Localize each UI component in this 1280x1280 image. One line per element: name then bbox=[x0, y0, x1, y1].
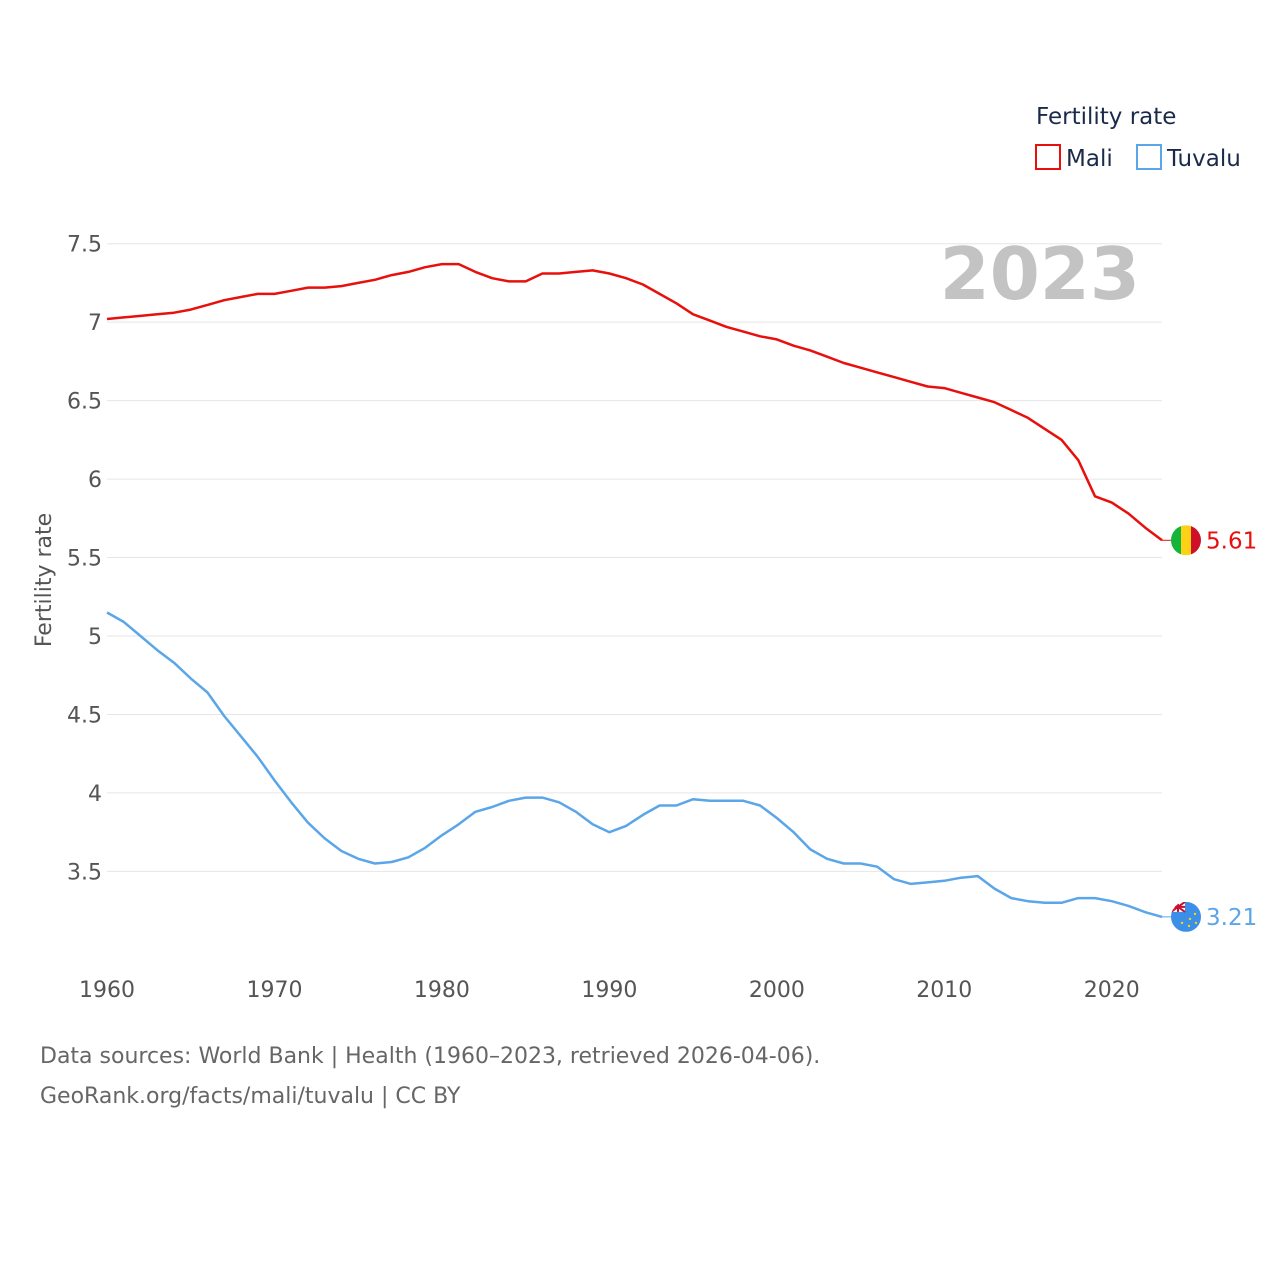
legend: Fertility rate Mali Tuvalu bbox=[1035, 104, 1241, 172]
y-tick-label: 4 bbox=[88, 782, 102, 807]
y-axis-label: Fertility rate bbox=[32, 513, 57, 647]
footer-sources: Data sources: World Bank | Health (1960–… bbox=[40, 1044, 821, 1069]
legend-label-tuvalu[interactable]: Tuvalu bbox=[1166, 146, 1241, 172]
y-tick-label: 5 bbox=[88, 625, 102, 650]
mali-flag-icon bbox=[1171, 525, 1201, 556]
series-line-mali[interactable] bbox=[106, 262, 1163, 542]
legend-swatch-mali[interactable] bbox=[1035, 144, 1061, 170]
x-axis-ticks: 1960 1970 1980 1990 2000 2010 2020 bbox=[79, 978, 1140, 1003]
y-axis-ticks: 3.5 4 4.5 5 5.5 6 6.5 7 7.5 bbox=[67, 233, 102, 886]
tuvalu-end-value: 3.21 bbox=[1206, 905, 1257, 931]
y-tick-label: 7 bbox=[88, 311, 102, 336]
mali-end-value: 5.61 bbox=[1206, 528, 1257, 554]
x-tick-label: 1980 bbox=[414, 978, 470, 1003]
y-tick-label: 3.5 bbox=[67, 860, 102, 885]
series-lines bbox=[106, 262, 1171, 919]
x-tick-label: 1970 bbox=[246, 978, 302, 1003]
x-tick-label: 2020 bbox=[1084, 978, 1140, 1003]
y-tick-label: 6.5 bbox=[67, 390, 102, 415]
series-line-tuvalu[interactable] bbox=[106, 611, 1163, 919]
tuvalu-flag-icon bbox=[1171, 901, 1201, 932]
legend-label-mali[interactable]: Mali bbox=[1066, 146, 1113, 172]
footer-attribution[interactable]: GeoRank.org/facts/mali/tuvalu | CC BY bbox=[40, 1084, 461, 1109]
legend-swatch-tuvalu[interactable] bbox=[1136, 144, 1162, 170]
x-tick-label: 1960 bbox=[79, 978, 135, 1003]
current-year-label: 2023 bbox=[940, 232, 1140, 316]
x-tick-label: 2010 bbox=[916, 978, 972, 1003]
x-tick-label: 2000 bbox=[749, 978, 805, 1003]
y-tick-label: 5.5 bbox=[67, 547, 102, 572]
y-tick-label: 6 bbox=[88, 468, 102, 493]
y-tick-label: 4.5 bbox=[67, 703, 102, 728]
legend-title: Fertility rate bbox=[1036, 104, 1176, 130]
grid-lines bbox=[107, 243, 1162, 872]
x-tick-label: 1990 bbox=[581, 978, 637, 1003]
y-tick-label: 7.5 bbox=[67, 233, 102, 258]
